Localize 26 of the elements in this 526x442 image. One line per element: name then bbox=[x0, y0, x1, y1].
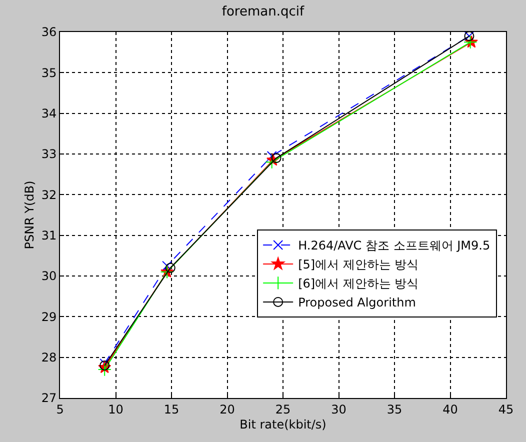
y-tick-label: 27 bbox=[41, 391, 57, 406]
legend-label: Proposed Algorithm bbox=[298, 296, 416, 310]
legend-label: [6]에서 제안하는 방식 bbox=[298, 276, 419, 291]
y-tick-label: 35 bbox=[41, 66, 57, 80]
x-tick-label: 40 bbox=[442, 402, 458, 416]
x-tick-label: 20 bbox=[220, 402, 235, 416]
y-tick-label: 36 bbox=[41, 25, 57, 40]
chart-title: foreman.qcif bbox=[222, 4, 305, 20]
x-tick-label: 45 bbox=[498, 402, 514, 416]
y-tick-label: 29 bbox=[41, 310, 57, 324]
y-tick-label: 32 bbox=[41, 188, 57, 202]
y-tick-label: 28 bbox=[41, 350, 57, 365]
legend-label: [5]에서 제안하는 방식 bbox=[298, 258, 419, 272]
x-tick-label: 35 bbox=[386, 402, 402, 416]
x-axis-title: Bit rate(kbit/s) bbox=[240, 417, 326, 432]
x-tick-label: 10 bbox=[108, 402, 124, 416]
y-tick-label: 30 bbox=[41, 269, 57, 284]
x-tick-label: 5 bbox=[56, 402, 64, 416]
x-tick-label: 15 bbox=[164, 402, 180, 416]
y-tick-label: 31 bbox=[41, 228, 57, 243]
x-tick-label: 25 bbox=[275, 402, 291, 416]
y-axis-title: PSNR Y(dB) bbox=[22, 180, 37, 250]
x-tick-label: 30 bbox=[331, 402, 346, 416]
y-tick-label: 33 bbox=[41, 147, 57, 162]
legend-label: H.264/AVC 참조 소프트웨어 JM9.5 bbox=[298, 238, 490, 253]
y-tick-label: 34 bbox=[41, 106, 57, 121]
